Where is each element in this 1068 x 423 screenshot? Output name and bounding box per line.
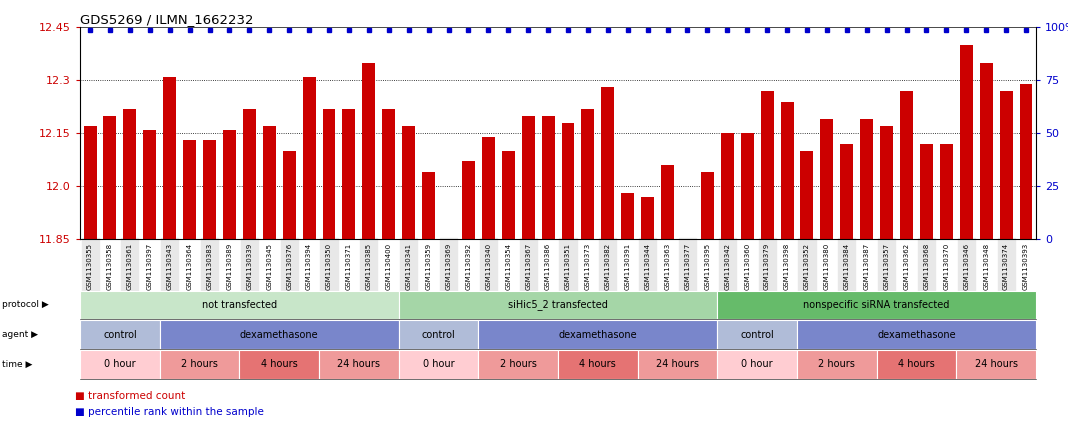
Text: dexamethasone: dexamethasone xyxy=(559,330,638,340)
Bar xyxy=(801,151,814,239)
Bar xyxy=(502,151,515,239)
Text: 2 hours: 2 hours xyxy=(182,359,218,369)
Bar xyxy=(1020,84,1033,239)
Bar xyxy=(1000,91,1012,239)
Text: not transfected: not transfected xyxy=(202,300,277,310)
Bar xyxy=(661,165,674,239)
Text: 24 hours: 24 hours xyxy=(656,359,700,369)
Bar xyxy=(242,109,256,239)
Text: 0 hour: 0 hour xyxy=(104,359,136,369)
Bar xyxy=(521,115,535,239)
Bar xyxy=(183,140,197,239)
Bar xyxy=(940,144,953,239)
Bar xyxy=(760,91,773,239)
Bar xyxy=(83,126,96,239)
Text: control: control xyxy=(103,330,137,340)
Bar xyxy=(362,63,375,239)
Bar xyxy=(323,109,335,239)
Text: 24 hours: 24 hours xyxy=(337,359,380,369)
Bar xyxy=(482,137,494,239)
Bar xyxy=(163,77,176,239)
Bar xyxy=(820,119,833,239)
Bar xyxy=(223,130,236,239)
Bar xyxy=(143,130,156,239)
Bar xyxy=(104,115,116,239)
Bar xyxy=(880,126,893,239)
Text: protocol ▶: protocol ▶ xyxy=(2,300,49,310)
Bar xyxy=(263,126,276,239)
Bar xyxy=(781,102,794,239)
Bar xyxy=(422,172,435,239)
Bar xyxy=(581,109,595,239)
Bar xyxy=(601,88,614,239)
Text: 2 hours: 2 hours xyxy=(818,359,855,369)
Bar xyxy=(302,77,315,239)
Text: dexamethasone: dexamethasone xyxy=(240,330,318,340)
Bar xyxy=(701,172,713,239)
Text: siHic5_2 transfected: siHic5_2 transfected xyxy=(508,299,608,310)
Text: 4 hours: 4 hours xyxy=(261,359,298,369)
Bar xyxy=(462,162,475,239)
Bar xyxy=(541,115,554,239)
Text: control: control xyxy=(422,330,455,340)
Text: dexamethasone: dexamethasone xyxy=(877,330,956,340)
Bar xyxy=(741,133,754,239)
Bar xyxy=(960,45,973,239)
Text: agent ▶: agent ▶ xyxy=(2,330,38,339)
Text: 0 hour: 0 hour xyxy=(423,359,454,369)
Bar xyxy=(343,109,356,239)
Text: 0 hour: 0 hour xyxy=(741,359,773,369)
Bar xyxy=(562,123,575,239)
Text: nonspecific siRNA transfected: nonspecific siRNA transfected xyxy=(803,300,949,310)
Text: ■ transformed count: ■ transformed count xyxy=(75,390,185,401)
Text: 4 hours: 4 hours xyxy=(580,359,616,369)
Text: time ▶: time ▶ xyxy=(2,360,32,369)
Bar xyxy=(979,63,992,239)
Bar xyxy=(920,144,933,239)
Bar xyxy=(382,109,395,239)
Bar xyxy=(900,91,913,239)
Bar xyxy=(721,133,734,239)
Bar xyxy=(124,109,137,239)
Text: GDS5269 / ILMN_1662232: GDS5269 / ILMN_1662232 xyxy=(80,14,253,26)
Bar xyxy=(860,119,874,239)
Bar xyxy=(622,193,634,239)
Bar xyxy=(841,144,853,239)
Text: 24 hours: 24 hours xyxy=(975,359,1018,369)
Text: 4 hours: 4 hours xyxy=(898,359,934,369)
Text: 2 hours: 2 hours xyxy=(500,359,536,369)
Text: control: control xyxy=(740,330,774,340)
Bar xyxy=(403,126,415,239)
Bar xyxy=(203,140,216,239)
Bar xyxy=(641,197,654,239)
Text: ■ percentile rank within the sample: ■ percentile rank within the sample xyxy=(75,407,264,418)
Bar xyxy=(283,151,296,239)
